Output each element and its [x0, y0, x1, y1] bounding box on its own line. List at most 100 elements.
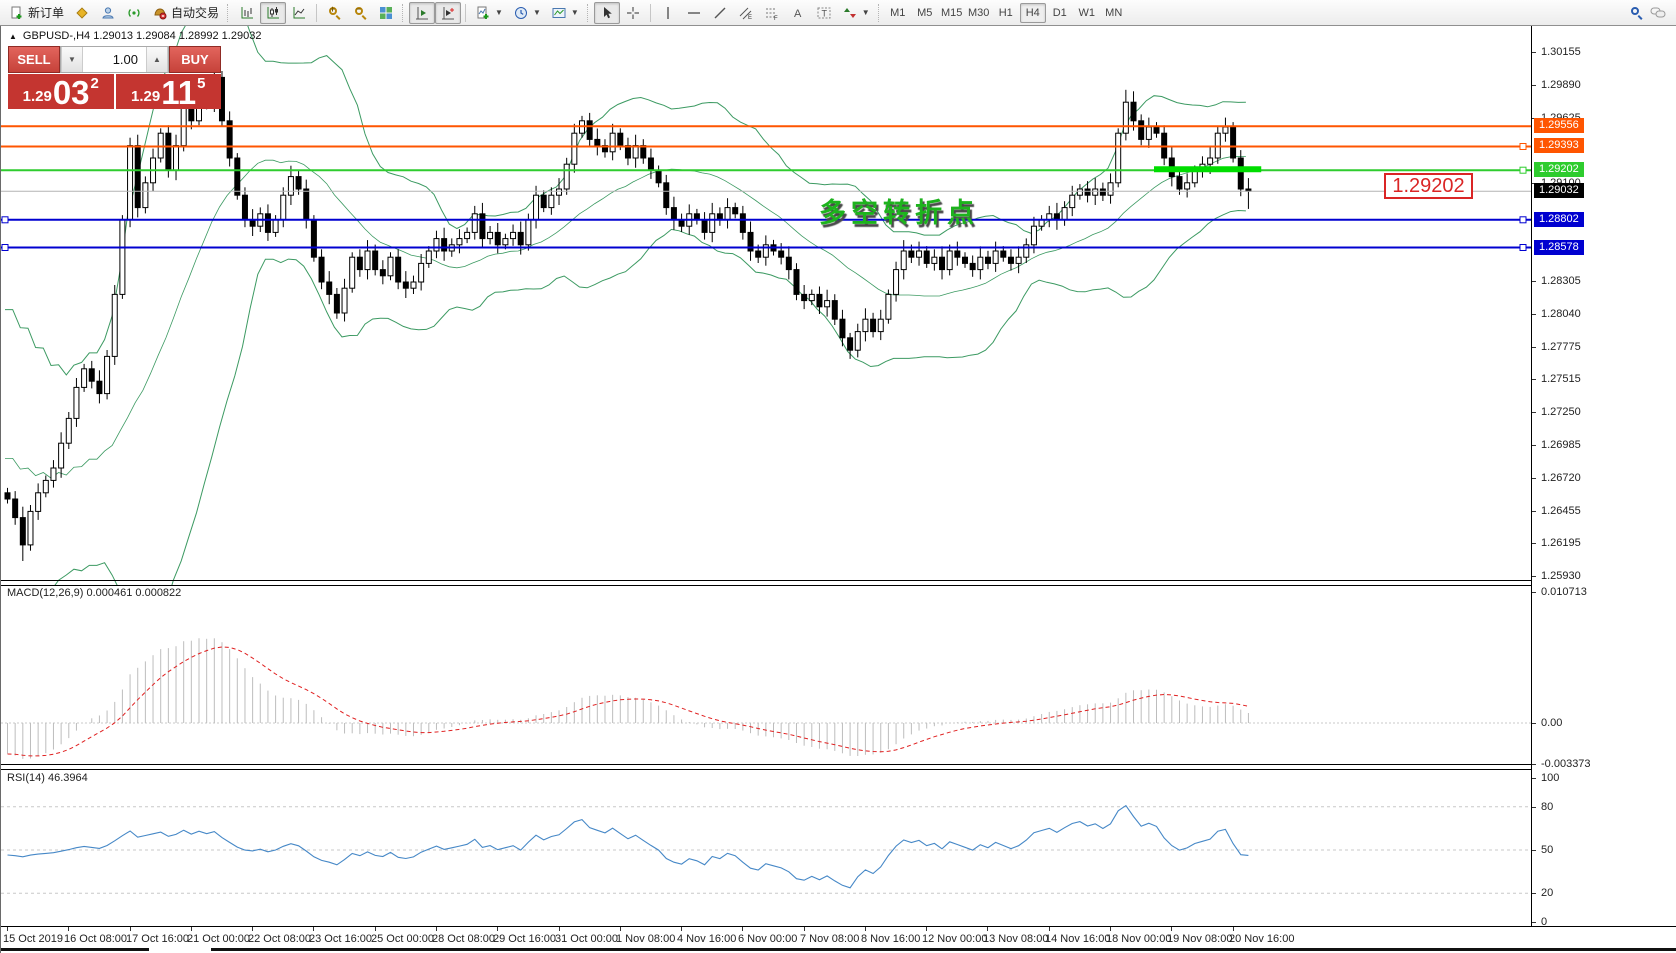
volume-value[interactable]: 1.00	[112, 52, 138, 67]
text-button[interactable]: A	[785, 2, 811, 24]
volume-spinner: ▼ 1.00 ▲	[60, 46, 169, 73]
price-axis[interactable]: 1.301551.298901.296251.291001.283051.280…	[1531, 26, 1676, 948]
timeframe-button-m30[interactable]: M30	[968, 6, 990, 19]
templates-button[interactable]: ▼	[546, 2, 584, 24]
volume-up-button[interactable]: ▲	[146, 47, 168, 72]
fibonacci-button[interactable]: F	[759, 2, 785, 24]
sell-quote[interactable]: 1.29 03 2	[8, 74, 114, 109]
horizontal-line-button[interactable]	[681, 2, 707, 24]
scrollbar-thumb[interactable]	[211, 948, 1676, 951]
timeframe-button-m5[interactable]: M5	[917, 6, 933, 19]
crosshair-button[interactable]	[620, 2, 646, 24]
line-chart-button[interactable]	[286, 2, 312, 24]
profile-button[interactable]	[95, 2, 121, 24]
bull-candle	[35, 492, 42, 512]
bear-candle	[839, 318, 846, 339]
time-label: 31 Oct 00:00	[555, 933, 618, 945]
sell-button[interactable]: SELL	[8, 46, 60, 73]
cursor-button[interactable]	[593, 1, 620, 24]
panel-divider[interactable]	[1, 585, 1676, 586]
macd-canvas[interactable]	[1, 586, 1531, 766]
time-label: 8 Nov 16:00	[861, 933, 921, 945]
bull-candle	[571, 132, 578, 165]
signals-button[interactable]	[121, 2, 147, 24]
time-tick	[1171, 927, 1172, 931]
panel-divider[interactable]	[1, 580, 1676, 581]
clock-icon	[513, 5, 529, 21]
buy-button[interactable]: BUY	[169, 46, 221, 73]
time-tick	[313, 927, 314, 931]
axis-tick	[1532, 511, 1536, 512]
equidistant-channel-button[interactable]: E	[733, 2, 759, 24]
symbol-ohlc-text: GBPUSD-,H4 1.29013 1.29084 1.28992 1.290…	[22, 30, 262, 42]
bull-candle	[1076, 188, 1083, 196]
level-handle	[1519, 143, 1527, 150]
chart-annotation-text[interactable]: 多空转折点	[819, 198, 979, 228]
volume-down-button[interactable]: ▼	[61, 47, 83, 72]
price-callout-box[interactable]: 1.29202	[1384, 173, 1473, 199]
panel-divider[interactable]	[1, 769, 1676, 770]
bull-candle	[893, 269, 900, 295]
bear-candle	[793, 269, 800, 295]
alerts-button[interactable]	[69, 2, 95, 24]
timeframe-button-m1[interactable]: M1	[890, 6, 906, 19]
bear-candle	[739, 213, 746, 233]
level-handle	[1519, 244, 1527, 251]
equidistant-channel-icon: E	[738, 5, 754, 21]
bull-candle	[487, 231, 494, 240]
chat-icon[interactable]	[1650, 5, 1666, 21]
timeframe-button-m15[interactable]: M15	[941, 6, 963, 19]
bear-candle	[12, 498, 19, 519]
search-icon[interactable]	[1628, 5, 1644, 21]
time-tick	[681, 927, 682, 931]
zoom-out-button[interactable]: −	[347, 2, 373, 24]
chart-shift-button[interactable]	[435, 1, 462, 24]
bar-chart-button[interactable]	[234, 2, 260, 24]
text-label-button[interactable]: T	[811, 2, 837, 24]
timeframe-button-w1[interactable]: W1	[1078, 6, 1095, 19]
bear-candle	[134, 145, 141, 209]
new-order-button[interactable]: 新订单	[4, 2, 69, 24]
dropdown-caret-icon: ▼	[570, 8, 579, 17]
bull-candle	[1122, 101, 1129, 134]
panel-divider[interactable]	[1, 764, 1676, 765]
auto-trading-button[interactable]: 自动交易	[147, 2, 224, 24]
time-tick	[559, 927, 560, 931]
level-handle	[1, 244, 9, 251]
scrollbar-segment[interactable]	[1, 948, 149, 951]
bar-chart-icon	[239, 5, 255, 21]
time-tick	[130, 927, 131, 931]
time-tick	[926, 927, 927, 931]
bear-candle	[801, 293, 808, 302]
time-axis[interactable]: 15 Oct 2019 16 Oct 08:00 17 Oct 16:00 21 Oc…	[1, 926, 1676, 948]
candlestick-chart-button[interactable]	[260, 1, 287, 24]
bull-candle	[525, 219, 532, 246]
tile-windows-button[interactable]	[373, 2, 399, 24]
bull-candle	[119, 219, 126, 295]
bear-candle	[663, 182, 670, 209]
bull-candle	[900, 250, 907, 271]
bear-candle	[1099, 188, 1106, 196]
collapse-icon[interactable]: ▲	[9, 31, 17, 41]
indicators-button[interactable]: ▼	[470, 2, 508, 24]
zoom-in-button[interactable]: +	[321, 2, 347, 24]
timeframe-button-h1[interactable]: H1	[998, 6, 1013, 19]
axis-price-label: 1.28040	[1541, 308, 1581, 320]
auto-scroll-button[interactable]	[409, 1, 436, 24]
timeframe-button-d1[interactable]: D1	[1052, 6, 1067, 19]
arrows-button[interactable]: ▼	[837, 2, 875, 24]
vertical-line-button[interactable]	[655, 2, 681, 24]
trendline-button[interactable]	[707, 2, 733, 24]
timeframe-button-h4[interactable]: H4	[1019, 2, 1046, 23]
time-tick	[1233, 927, 1234, 931]
buy-quote[interactable]: 1.29 11 5	[115, 74, 221, 109]
periods-button[interactable]: ▼	[508, 2, 546, 24]
axis-price-label: 1.26455	[1541, 505, 1581, 517]
axis-tick	[1532, 379, 1536, 380]
main-chart-canvas[interactable]	[1, 26, 1531, 586]
rsi-axis-label: 0	[1541, 916, 1548, 928]
timeframe-button-mn[interactable]: MN	[1105, 6, 1123, 19]
bull-candle	[1023, 244, 1030, 258]
time-label: 23 Oct 16:00	[309, 933, 372, 945]
rsi-canvas[interactable]	[1, 770, 1531, 926]
